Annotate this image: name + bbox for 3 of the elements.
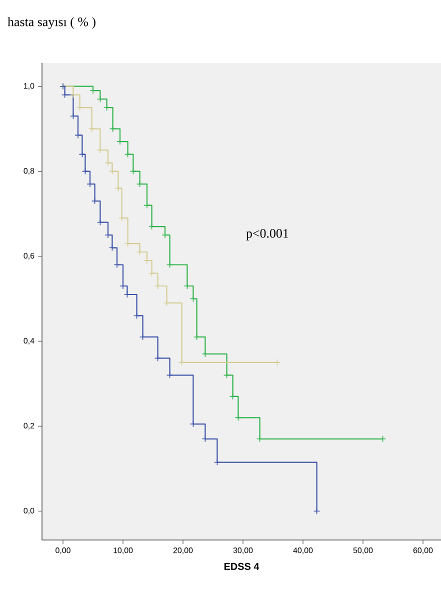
- x-axis-title: EDSS 4: [224, 562, 259, 570]
- annotation: p<0.001: [246, 229, 288, 240]
- y-axis-title: hasta sayısı ( % ): [7, 17, 96, 29]
